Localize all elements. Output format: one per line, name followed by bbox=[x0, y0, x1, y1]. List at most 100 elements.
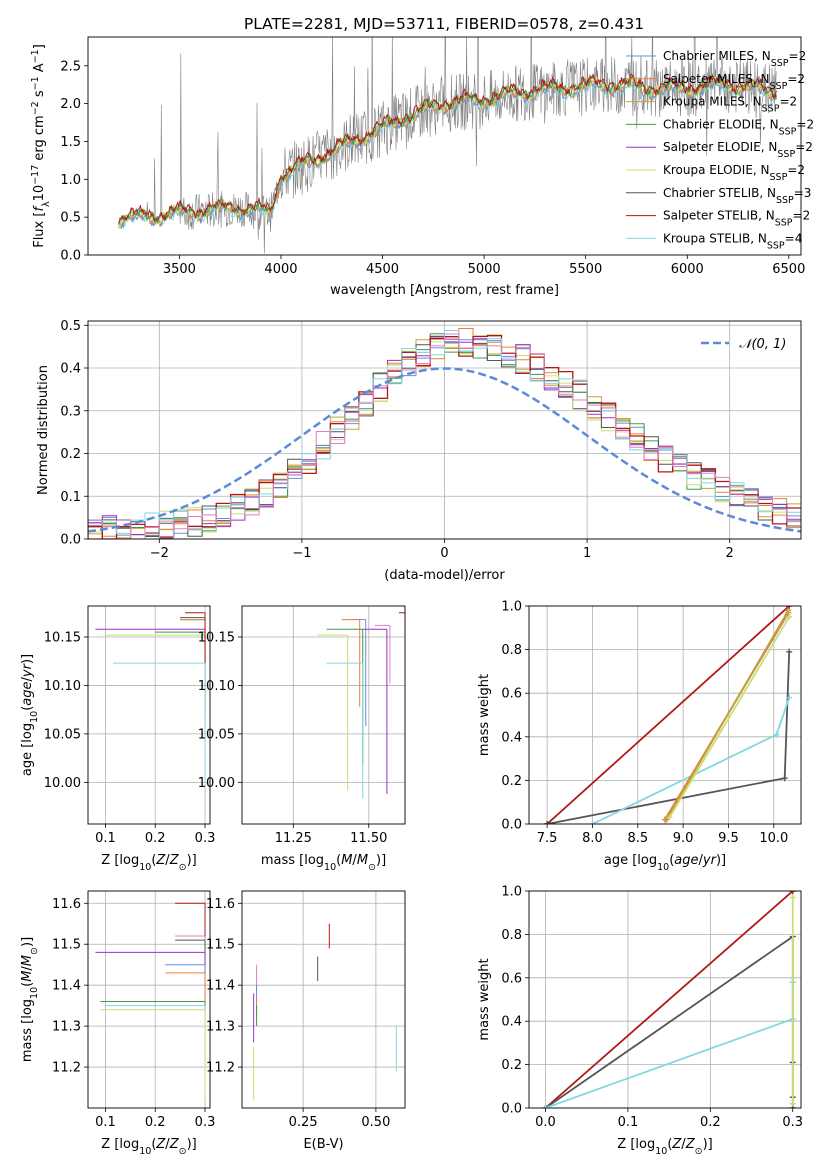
x-tick-label: 0.2 bbox=[700, 1115, 721, 1130]
y-tick-label: 1.0 bbox=[501, 600, 522, 615]
model-spectrum bbox=[118, 72, 778, 225]
y-tick-label: 0.0 bbox=[60, 249, 81, 264]
y-tick-label: 2.0 bbox=[60, 97, 81, 112]
x-tick-label: 0.1 bbox=[618, 1115, 639, 1130]
y-tick-label: 11.4 bbox=[206, 979, 235, 994]
x-tick-label: 2 bbox=[726, 546, 734, 561]
weight-marker bbox=[781, 775, 788, 782]
y-tick-label: 1.5 bbox=[60, 135, 81, 150]
y-tick-label: 0.2 bbox=[501, 1058, 522, 1073]
weight-line bbox=[544, 891, 794, 1108]
plot-area bbox=[544, 606, 793, 824]
x-tick-label: 6000 bbox=[671, 262, 704, 277]
axis-label: Kroupa STELIB, NSSP=4 bbox=[663, 231, 802, 251]
histogram-step bbox=[88, 330, 801, 539]
x-tick-label: 0.3 bbox=[195, 831, 216, 846]
y-tick-label: 0.8 bbox=[501, 643, 522, 658]
x-tick-label: 3500 bbox=[163, 262, 196, 277]
y-tick-label: 0.1 bbox=[60, 490, 81, 505]
y-tick-label: 0.4 bbox=[60, 362, 81, 377]
x-tick-label: 10.0 bbox=[759, 831, 788, 846]
weight-line bbox=[592, 697, 791, 824]
legend-label: 𝒩(0, 1) bbox=[739, 337, 786, 352]
weight-line bbox=[666, 609, 790, 821]
plot-area bbox=[253, 923, 397, 1100]
x-tick-label: 9.5 bbox=[718, 831, 739, 846]
weight-marker bbox=[786, 613, 793, 620]
x-axis-label: Z [log10(Z/Z⊙)] bbox=[101, 853, 196, 873]
y-tick-label: 0.0 bbox=[501, 1102, 522, 1117]
axes-frame bbox=[87, 320, 802, 540]
x-axis-label: mass [log10(M/M⊙)] bbox=[261, 853, 386, 873]
plot-area bbox=[317, 612, 405, 799]
panel-2: −2 −1 0 1 2 0.0 0.1 0.2 0.3 0.4 0.5 𝒩(0, 1) (data-mo… bbox=[36, 319, 802, 583]
y-tick-label: 2.5 bbox=[60, 59, 81, 74]
x-tick-label: 11.25 bbox=[275, 831, 312, 846]
axis-label: Salpeter ELODIE, NSSP=2 bbox=[663, 140, 813, 160]
y-axis-label: Flux [fλ10−17 erg cm−2 s−1 A−1] bbox=[30, 44, 52, 248]
plot-area bbox=[542, 891, 796, 1108]
x-tick-label: 0.1 bbox=[95, 1115, 116, 1130]
x-tick-label: −2 bbox=[150, 546, 169, 561]
plot-area bbox=[95, 902, 206, 1100]
figure-title: PLATE=2281, MJD=53711, FIBERID=0578, z=0… bbox=[244, 15, 644, 33]
plot-area bbox=[88, 328, 801, 539]
panel-8: 0.0 0.1 0.2 0.3 0.0 0.2 0.4 0.6 0.8 1.0 Z [log10(Z… bbox=[477, 885, 803, 1157]
axis-label: Kroupa ELODIE, NSSP=2 bbox=[663, 163, 805, 183]
y-tick-label: 10.05 bbox=[198, 727, 235, 742]
weight-marker bbox=[789, 1100, 796, 1107]
model-spectrum bbox=[118, 75, 777, 228]
y-tick-label: 0.0 bbox=[60, 533, 81, 548]
x-tick-label: 4500 bbox=[366, 262, 399, 277]
x-tick-label: 0.0 bbox=[535, 1115, 556, 1130]
weight-marker bbox=[789, 894, 796, 901]
x-tick-label: 0.1 bbox=[95, 831, 116, 846]
panel-7: 0.25 0.50 11.2 11.3 11.4 11.5 11.6 E(B-V) bbox=[206, 890, 406, 1152]
axes-frame bbox=[87, 36, 802, 256]
y-tick-label: 10.15 bbox=[198, 631, 235, 646]
y-tick-label: 11.6 bbox=[206, 897, 235, 912]
axes-frame bbox=[241, 890, 406, 1109]
y-axis-label: mass [log10(M/M⊙)] bbox=[20, 937, 40, 1062]
y-tick-label: 11.4 bbox=[52, 979, 81, 994]
weight-marker bbox=[544, 821, 551, 824]
y-tick-label: 11.3 bbox=[206, 1020, 235, 1035]
y-tick-label: 10.05 bbox=[44, 727, 81, 742]
axis-label: Salpeter STELIB, NSSP=2 bbox=[663, 209, 810, 229]
x-tick-label: 0.50 bbox=[361, 1115, 390, 1130]
weight-marker bbox=[786, 606, 793, 609]
y-tick-label: 11.2 bbox=[206, 1061, 235, 1076]
x-axis-label: age [log10(age/yr)] bbox=[604, 853, 726, 873]
panel-4: 11.25 11.50 10.00 10.05 10.10 10.15 mass [log1… bbox=[198, 605, 406, 873]
weight-line bbox=[545, 982, 794, 1108]
y-tick-label: 11.5 bbox=[52, 938, 81, 953]
histogram-step bbox=[88, 333, 801, 539]
weight-marker bbox=[542, 1105, 549, 1108]
y-tick-label: 10.15 bbox=[44, 631, 81, 646]
weight-marker bbox=[786, 648, 793, 655]
plot-area bbox=[118, 37, 778, 254]
x-axis-label: Z [log10(Z/Z⊙)] bbox=[101, 1137, 196, 1157]
x-tick-label: 0.25 bbox=[289, 1115, 318, 1130]
x-tick-label: 0.3 bbox=[782, 1115, 803, 1130]
x-tick-label: 1 bbox=[583, 546, 591, 561]
axes-frame bbox=[528, 890, 802, 1109]
weight-marker bbox=[789, 891, 796, 894]
x-axis-label: E(B-V) bbox=[303, 1137, 343, 1152]
y-tick-label: 11.5 bbox=[206, 938, 235, 953]
y-tick-label: 0.3 bbox=[60, 404, 81, 419]
model-spectrum bbox=[118, 72, 778, 223]
x-tick-label: −1 bbox=[292, 546, 311, 561]
panel-5: 7.5 8.0 8.5 9.0 9.5 10.0 0.0 0.2 0.4 0.6 0.8 1.0 age… bbox=[477, 600, 802, 873]
x-tick-label: 5000 bbox=[468, 262, 501, 277]
axis-label: Chabrier ELODIE, NSSP=2 bbox=[663, 117, 814, 137]
y-tick-label: 0.2 bbox=[501, 774, 522, 789]
x-tick-label: 0.3 bbox=[195, 1115, 216, 1130]
data-spectrum bbox=[120, 37, 777, 254]
x-tick-label: 0.2 bbox=[145, 1115, 166, 1130]
y-tick-label: 11.6 bbox=[52, 897, 81, 912]
y-axis-label: Normed distribution bbox=[36, 365, 51, 495]
x-axis-label: wavelength [Angstrom, rest frame] bbox=[330, 283, 559, 298]
axes-frame bbox=[528, 605, 802, 825]
